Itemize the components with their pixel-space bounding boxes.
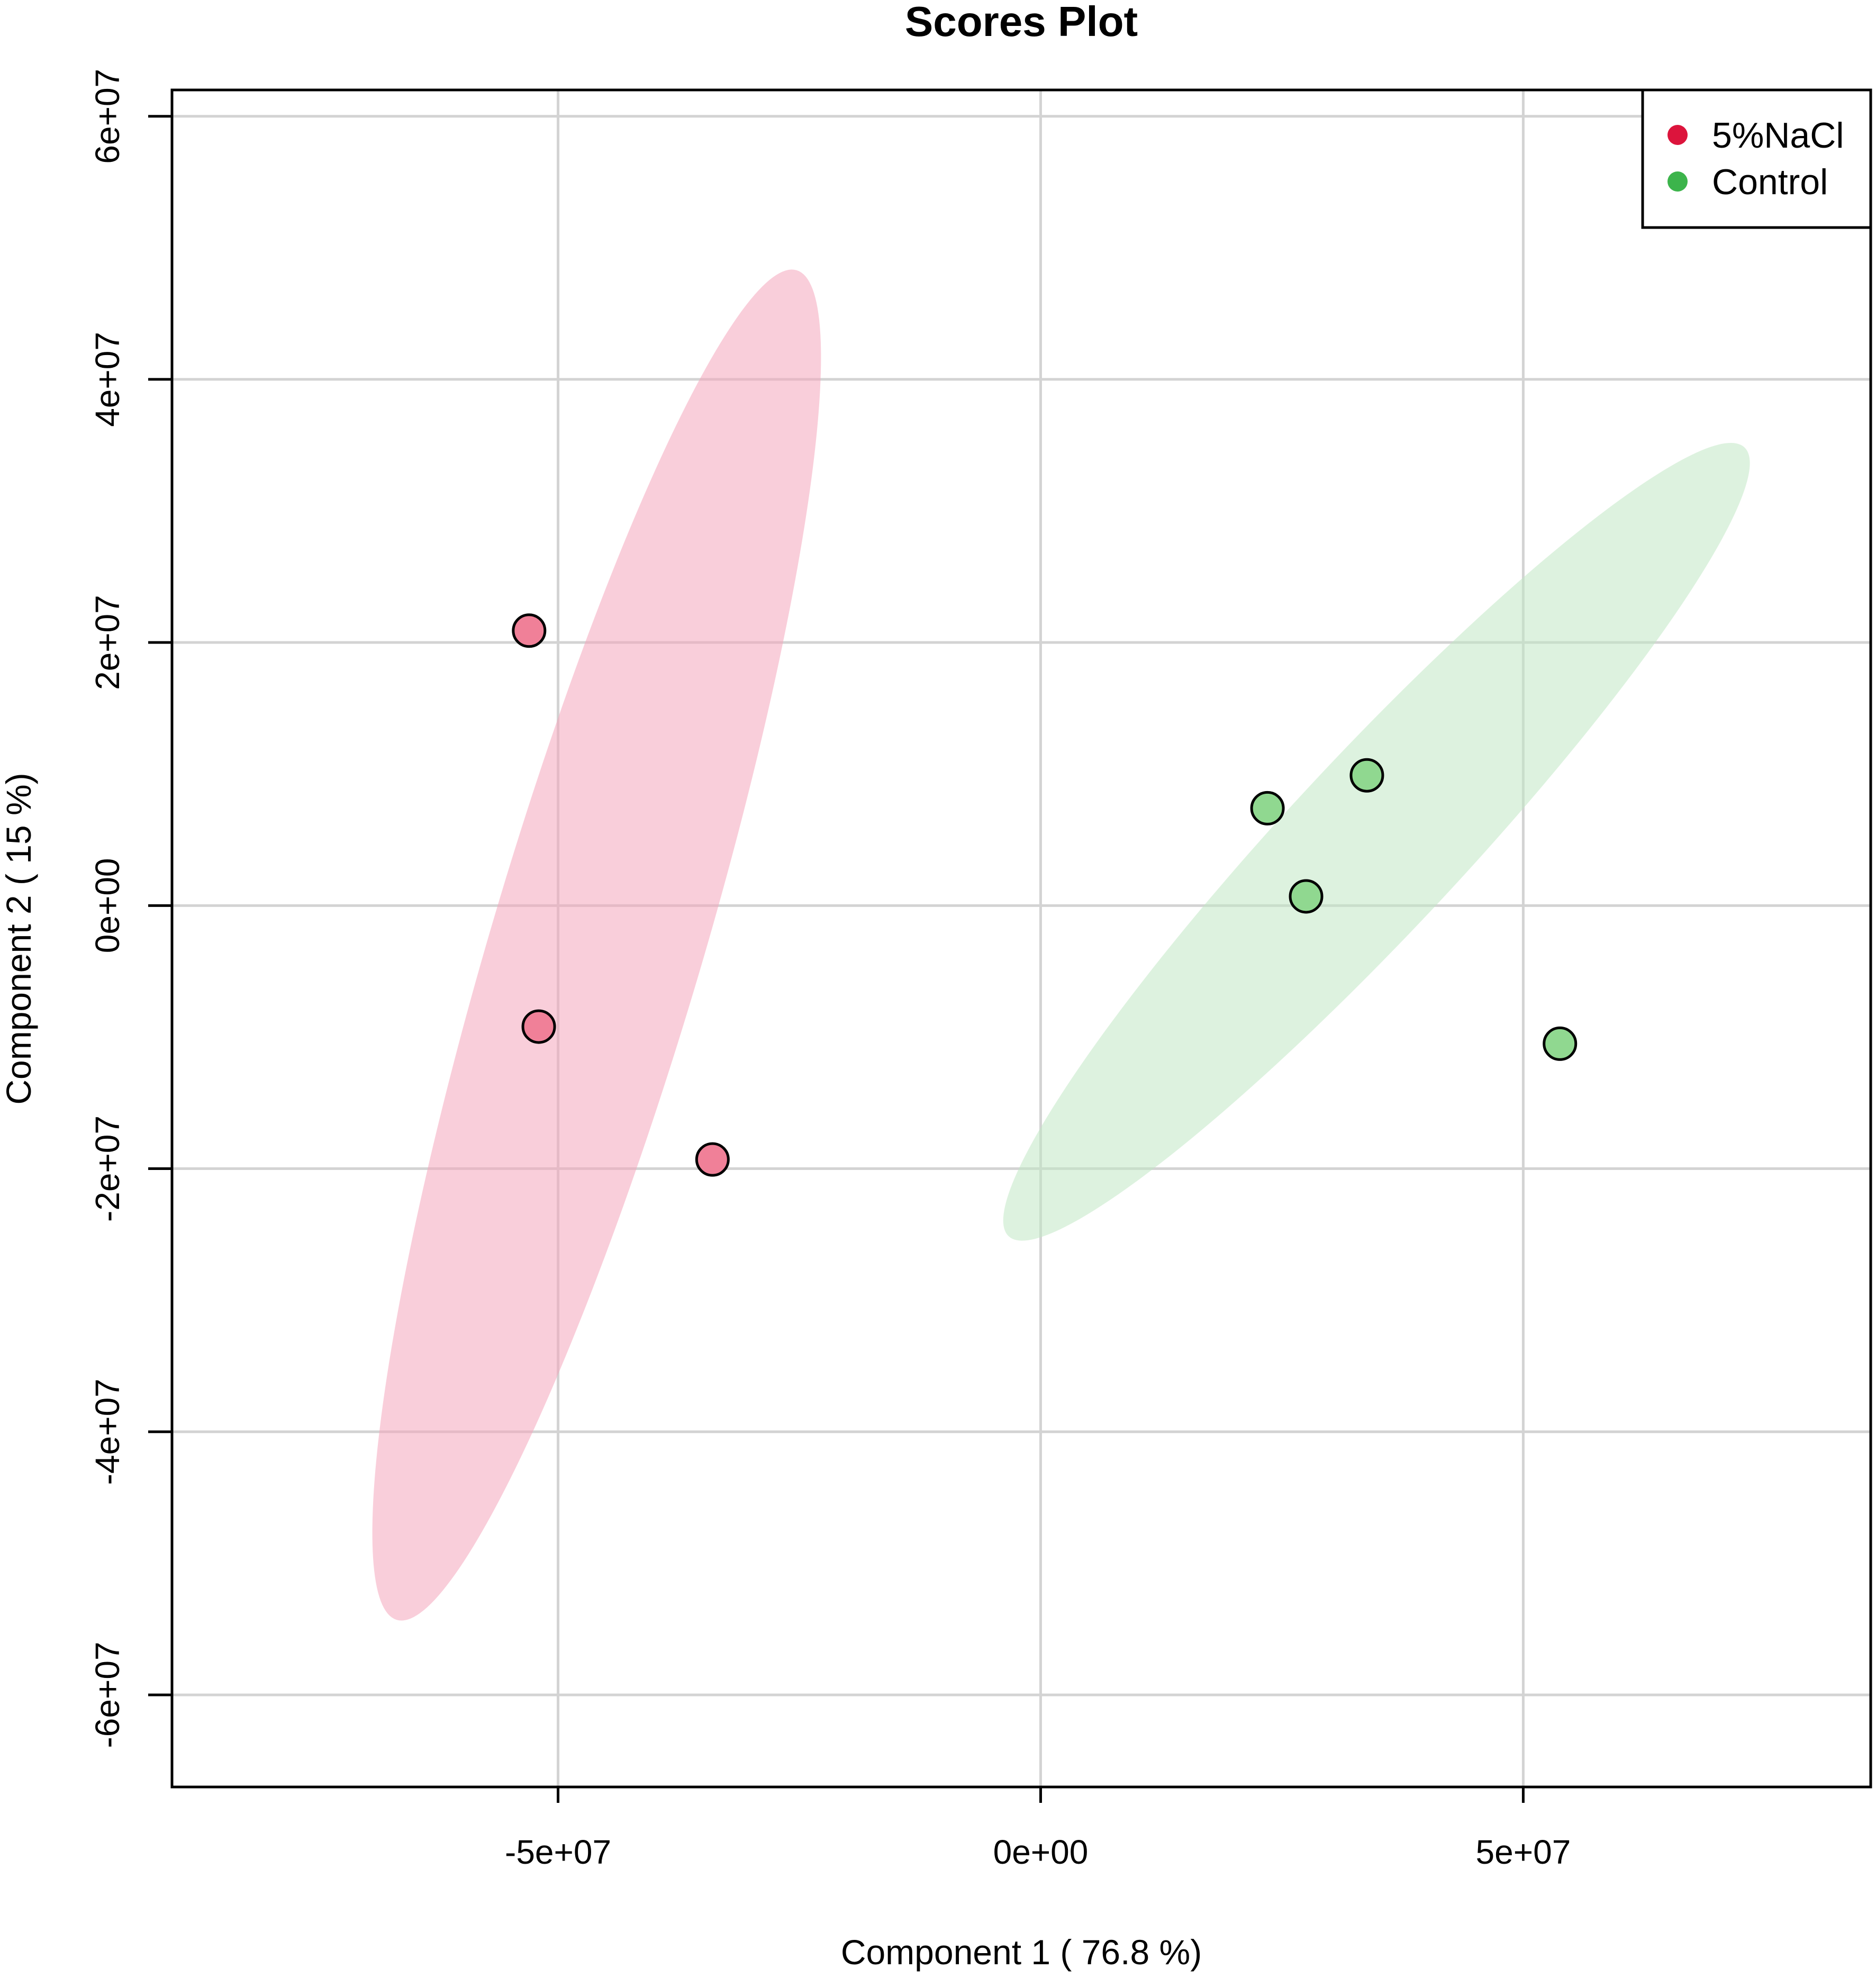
- plot-border: [170, 88, 1872, 1789]
- y-tick-label: -6e+07: [88, 1641, 126, 1748]
- ellipse-layer: [372, 269, 1750, 1621]
- legend-label-nacl: 5%NaCl: [1712, 115, 1844, 156]
- x-tick-label: 0e+00: [993, 1833, 1089, 1871]
- x-tick-label: -5e+07: [505, 1833, 611, 1871]
- point-layer: [512, 613, 1578, 1177]
- point-nacl: [695, 1142, 730, 1177]
- x-tick-label: 5e+07: [1476, 1833, 1571, 1871]
- y-tick-label: 2e+07: [88, 595, 126, 690]
- y-tick-label: 6e+07: [88, 69, 126, 164]
- y-tick-label: -4e+07: [88, 1378, 126, 1485]
- y-tick-label: 0e+00: [88, 858, 126, 953]
- point-control: [1289, 879, 1324, 914]
- point-control: [1349, 758, 1384, 793]
- x-axis-label: Component 1 ( 76.8 %): [841, 1932, 1202, 1972]
- point-control: [1250, 791, 1285, 825]
- y-tick-label: -2e+07: [88, 1115, 126, 1222]
- legend-label-control: Control: [1712, 162, 1828, 202]
- legend-marker-control: [1667, 171, 1688, 192]
- legend-marker-nacl: [1667, 125, 1688, 145]
- chart-title: Scores Plot: [905, 0, 1138, 45]
- ellipse-control: [1003, 442, 1750, 1241]
- y-axis-label: Component 2 ( 15 %): [0, 773, 38, 1104]
- point-nacl: [521, 1009, 556, 1044]
- point-control: [1543, 1026, 1578, 1061]
- legend-box: [1641, 88, 1872, 229]
- ellipse-nacl: [372, 269, 821, 1621]
- tick-layer: -5e+07 0e+00 5e+07 -6e+07 -4e+07 -2e+07 0e+00 2…: [88, 69, 1571, 1871]
- y-tick-label: 4e+07: [88, 332, 126, 427]
- point-nacl: [512, 613, 547, 648]
- legend: 5%NaCl Control: [1641, 88, 1872, 229]
